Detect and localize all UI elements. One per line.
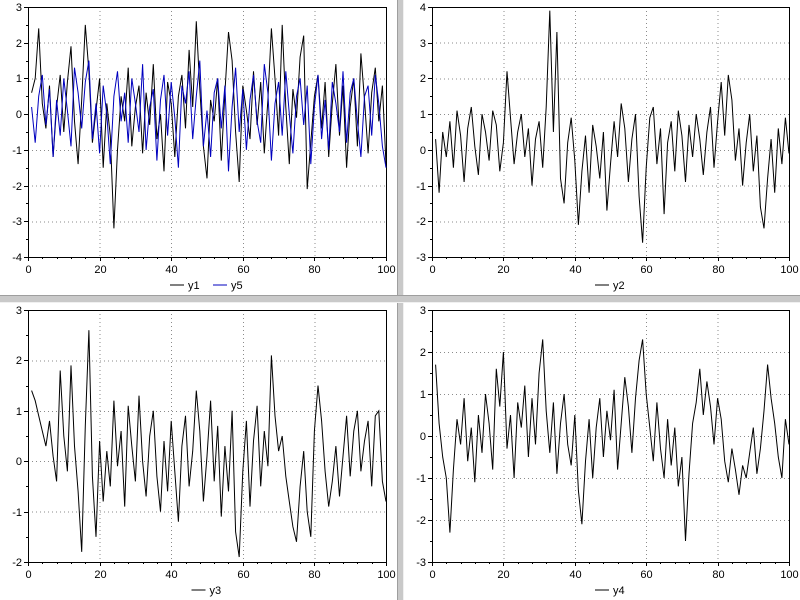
y-tick-label: 3 [420, 305, 426, 317]
x-tick-label: 100 [780, 264, 798, 276]
legend-label-y5: y5 [231, 280, 243, 292]
x-tick-label: 20 [94, 569, 106, 581]
y-tick-label: 0 [16, 109, 22, 121]
y-tick-label: 3 [16, 305, 22, 317]
x-tick-label: 80 [308, 569, 320, 581]
y-tick-label: -2 [416, 515, 426, 527]
x-tick-label: 60 [640, 569, 652, 581]
tick-labels: 0 20 40 60 80 100 -3 -2 -1 0 1 2 3 [416, 305, 798, 581]
chart-panel-y4: 0 20 40 60 80 100 -3 -2 -1 0 1 2 3 y4 [404, 303, 800, 600]
axis-frame [28, 310, 387, 563]
series-line-y1 [31, 21, 387, 229]
x-tick-label: 0 [429, 264, 435, 276]
x-tick-label: 100 [377, 264, 395, 276]
x-tick-label: 60 [237, 569, 249, 581]
y-tick-label: 0 [16, 456, 22, 468]
y-tick-label: 2 [420, 73, 426, 85]
axis-ticks [24, 310, 387, 566]
gridlines [28, 7, 386, 257]
series-line-y4 [435, 339, 790, 542]
series-line-y5 [31, 60, 387, 172]
x-tick-label: 80 [712, 264, 724, 276]
y-tick-label: 1 [420, 109, 426, 121]
y-tick-label: -3 [12, 216, 22, 228]
separator-horizontal [0, 295, 800, 303]
y-tick-label: 3 [420, 38, 426, 50]
y-tick-label: 1 [420, 389, 426, 401]
x-tick-label: 40 [569, 264, 581, 276]
chart-svg: 0 20 40 60 80 100 -2 -1 0 1 2 3 y3 [12, 305, 395, 597]
axis-frame [432, 310, 790, 563]
y-tick-label: 1 [16, 406, 22, 418]
y-tick-label: -1 [12, 507, 22, 519]
x-tick-label: 80 [712, 569, 724, 581]
chart-panel-y2: 0 20 40 60 80 100 -3 -2 -1 0 1 2 3 4 y2 [404, 0, 800, 295]
axis-frame [28, 7, 387, 258]
legend: y1 y5 [170, 280, 243, 292]
y-tick-label: -3 [416, 557, 426, 569]
chart-svg: 0 20 40 60 80 100 -3 -2 -1 0 1 2 3 4 y2 [416, 2, 798, 292]
chart-svg: 0 20 40 60 80 100 -3 -2 -1 0 1 2 3 y4 [416, 305, 798, 597]
tick-labels: 0 20 40 60 80 100 -2 -1 0 1 2 3 [12, 305, 395, 581]
chart-svg: 0 20 40 60 80 100 -4 -3 -2 -1 0 1 2 3 y1 y5 [12, 2, 395, 292]
y-tick-label: 2 [16, 38, 22, 50]
series-line-y3 [31, 330, 387, 558]
gridlines [28, 310, 386, 562]
chart-panel-y1-y5: 0 20 40 60 80 100 -4 -3 -2 -1 0 1 2 3 y1 y5 [0, 0, 397, 295]
x-tick-label: 80 [308, 264, 320, 276]
y-tick-label: 1 [16, 73, 22, 85]
x-tick-label: 0 [429, 569, 435, 581]
x-tick-label: 60 [237, 264, 249, 276]
legend-label-y4: y4 [613, 585, 625, 597]
x-tick-label: 40 [165, 264, 177, 276]
axis-ticks [428, 7, 790, 261]
x-tick-label: 40 [569, 569, 581, 581]
x-tick-label: 100 [377, 569, 395, 581]
x-tick-label: 40 [165, 569, 177, 581]
tick-labels: 0 20 40 60 80 100 -3 -2 -1 0 1 2 3 4 [416, 2, 798, 276]
x-tick-label: 100 [780, 569, 798, 581]
axis-frame [432, 7, 790, 258]
legend: y3 [191, 585, 222, 597]
y-tick-label: -3 [416, 252, 426, 264]
y-tick-label: 2 [16, 355, 22, 367]
y-tick-label: -4 [12, 252, 22, 264]
y-tick-label: -1 [416, 181, 426, 193]
y-tick-label: 0 [420, 431, 426, 443]
legend: y4 [595, 585, 625, 597]
chart-panel-y3: 0 20 40 60 80 100 -2 -1 0 1 2 3 y3 [0, 303, 397, 600]
y-tick-label: 0 [420, 145, 426, 157]
axis-ticks [24, 7, 387, 261]
y-tick-label: 4 [420, 2, 426, 14]
x-tick-label: 0 [25, 264, 31, 276]
legend-label-y2: y2 [613, 280, 625, 292]
x-tick-label: 0 [25, 569, 31, 581]
x-tick-label: 60 [640, 264, 652, 276]
y-tick-label: -1 [12, 145, 22, 157]
axis-ticks [428, 310, 790, 566]
x-tick-label: 20 [497, 569, 509, 581]
series-line-y2 [435, 10, 790, 243]
x-tick-label: 20 [94, 264, 106, 276]
legend: y2 [595, 280, 625, 292]
x-tick-label: 20 [497, 264, 509, 276]
y-tick-label: -1 [416, 473, 426, 485]
y-tick-label: -2 [12, 181, 22, 193]
tick-labels: 0 20 40 60 80 100 -4 -3 -2 -1 0 1 2 3 [12, 2, 395, 276]
y-tick-label: -2 [416, 216, 426, 228]
legend-label-y1: y1 [188, 280, 200, 292]
legend-label-y3: y3 [210, 585, 222, 597]
y-tick-label: 2 [420, 347, 426, 359]
y-tick-label: 3 [16, 2, 22, 14]
y-tick-label: -2 [12, 557, 22, 569]
